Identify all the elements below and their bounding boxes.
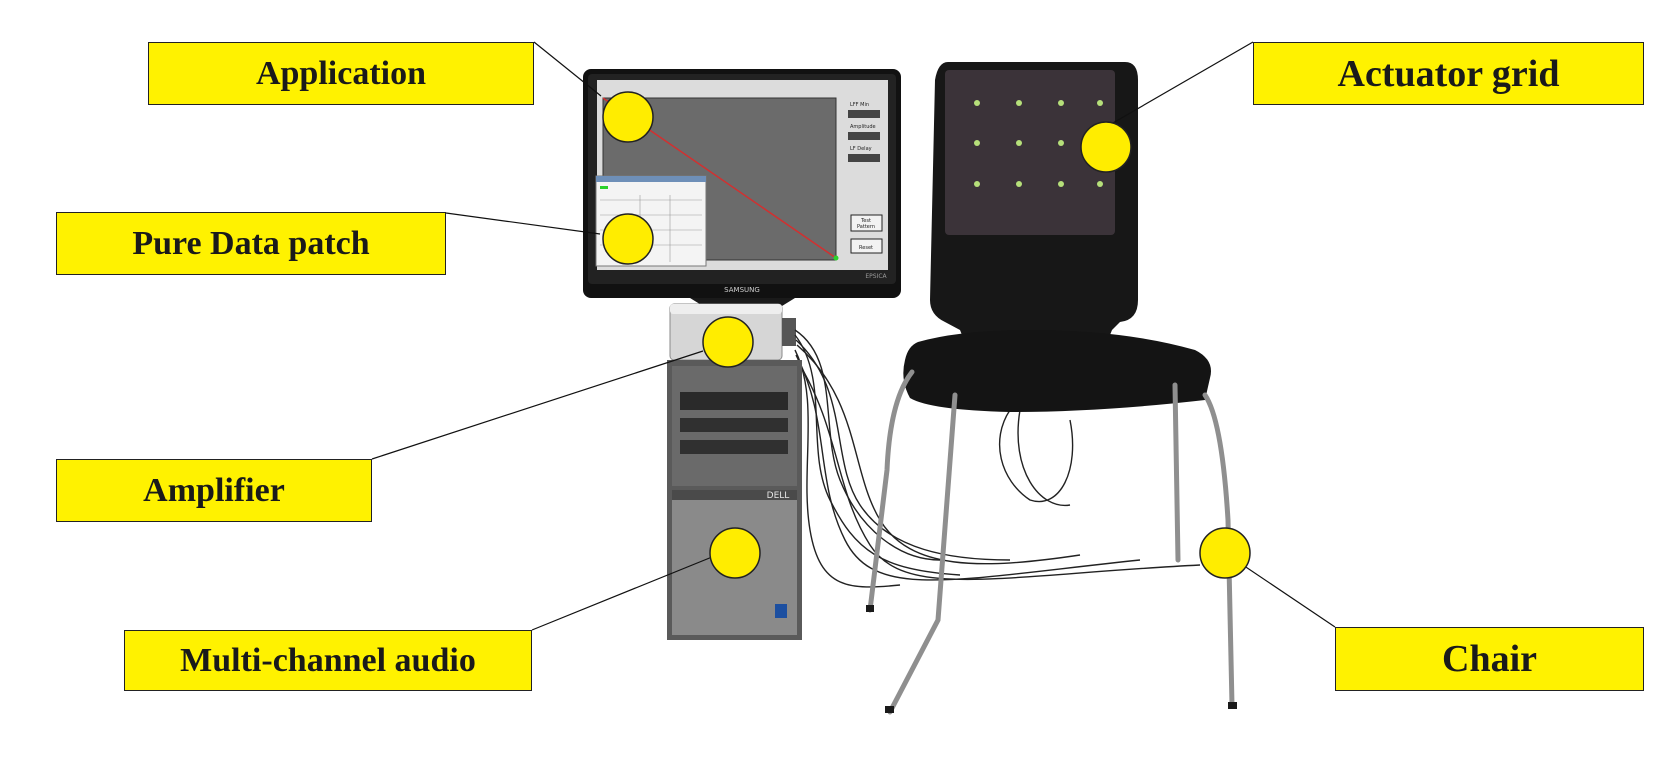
chair [866,62,1237,715]
app-test-button-line1: Test [860,218,871,224]
label-actuator-grid: Actuator grid [1253,42,1644,105]
label-pure-data-patch: Pure Data patch [56,212,446,275]
cable-bundle [794,329,1201,588]
app-side-label-1: LFF Min [850,102,869,108]
label-amplifier: Amplifier [56,459,372,522]
monitor-badge-text: EPSICA [865,273,887,280]
label-chair: Chair [1335,627,1644,691]
pc-tower: DELL [667,360,802,640]
label-multi-channel-audio: Multi-channel audio [124,630,532,691]
label-application: Application [148,42,534,105]
tower-brand-text: DELL [767,491,790,501]
app-side-label-2: Amplitude [850,124,876,130]
monitor-brand-text: SAMSUNG [724,286,760,294]
app-reset-button: Reset [859,245,873,251]
app-side-label-3: LF Delay [850,146,872,152]
app-test-button-line2: Pattern [857,224,875,230]
monitor: LFF Min Amplitude LF Delay Test Pattern … [583,69,901,306]
amplifier-unit [669,303,796,361]
